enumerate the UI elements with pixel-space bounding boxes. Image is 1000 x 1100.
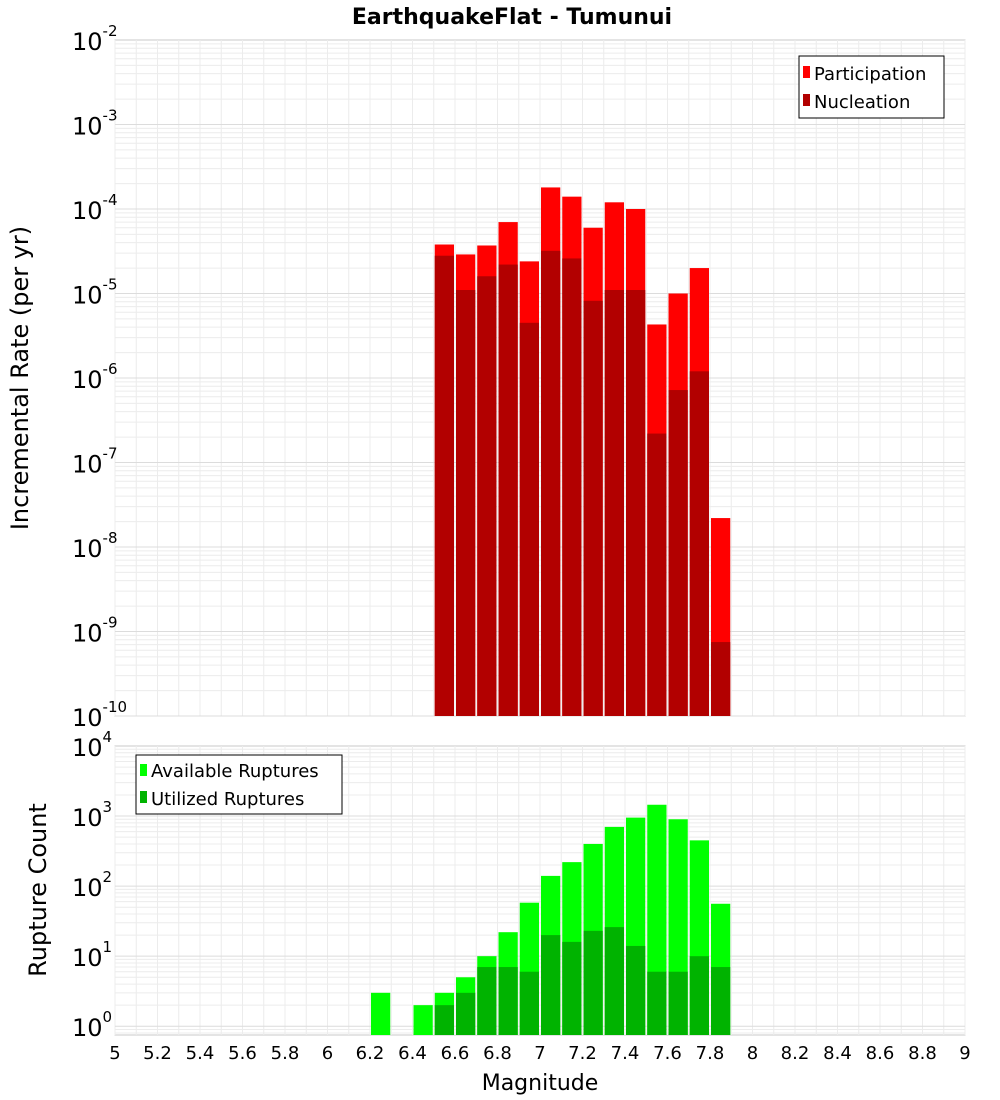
x-tick-label: 6.8 [483,1043,512,1064]
legend-label-participation: Participation [814,64,926,85]
x-tick-label: 5.8 [271,1043,300,1064]
bottom-panel: 100 101 102 103 104 5 5.2 5.4 5.6 5.8 6 6.2 6.4 6.6 6… [24,728,971,1096]
top-legend-box [798,55,945,119]
x-tick-label: 9 [959,1043,970,1064]
bar-utilized-ruptures [456,992,476,1035]
bar-nucleation [668,390,688,716]
bar-nucleation [477,276,497,716]
bottom-y-tick-label: 101 [72,938,112,972]
bar-utilized-ruptures [434,1005,454,1035]
top-y-tick-label: 10-10 [72,698,127,732]
x-tick-label: 5.6 [228,1043,257,1064]
bar-utilized-ruptures [477,967,497,1035]
bar-utilized-ruptures [626,945,646,1035]
x-tick-label: 7.6 [653,1043,682,1064]
bar-nucleation [711,642,731,716]
top-y-tick-label: 10-9 [72,614,118,648]
bar-utilized-ruptures [604,927,624,1035]
bar-nucleation [434,255,454,716]
legend-label-available-ruptures: Available Ruptures [151,761,319,782]
legend-swatch-nucleation [803,94,810,106]
top-y-tick-label: 10-4 [72,191,118,225]
bar-utilized-ruptures [689,956,709,1035]
x-tick-labels: 5 5.2 5.4 5.6 5.8 6 6.2 6.4 6.6 6.8 7 7.2 7.4 7.6 7.8 8… [109,1043,970,1064]
x-tick-label: 7.4 [611,1043,640,1064]
bottom-y-tick-label: 104 [72,728,112,762]
bottom-bars [371,804,731,1035]
x-tick-label: 5.4 [186,1043,215,1064]
bar-utilized-ruptures [541,935,561,1035]
bar-utilized-ruptures [519,971,539,1035]
bar-utilized-ruptures [562,941,582,1035]
x-tick-label: 6.2 [356,1043,385,1064]
x-tick-label: 8.6 [866,1043,895,1064]
legend-label-nucleation: Nucleation [814,92,910,113]
chart-title: EarthquakeFlat - Tumunui [352,5,672,30]
bottom-y-tick-label: 100 [72,1008,112,1042]
bar-nucleation [541,250,561,716]
bottom-y-tick-labels: 100 101 102 103 104 [72,728,112,1042]
top-y-axis-label: Incremental Rate (per yr) [6,226,34,530]
bottom-y-tick-label: 102 [72,868,112,902]
x-tick-label: 8.2 [781,1043,810,1064]
bar-nucleation [626,290,646,716]
top-y-tick-label: 10-6 [72,360,118,394]
bar-nucleation [562,258,582,716]
legend-swatch-available-ruptures [140,764,147,776]
bottom-legend: Available Ruptures Utilized Ruptures [135,754,343,815]
top-y-tick-label: 10-2 [72,22,118,56]
bar-nucleation [604,290,624,716]
bar-utilized-ruptures [583,930,603,1035]
bottom-y-tick-label: 103 [72,798,112,832]
legend-swatch-utilized-ruptures [140,791,147,803]
bar-available-ruptures [371,992,391,1035]
x-tick-label: 8.8 [908,1043,937,1064]
bar-nucleation [583,300,603,716]
legend-label-utilized-ruptures: Utilized Ruptures [151,789,304,810]
top-y-tick-labels: 10-10 10-9 10-8 10-7 10-6 10-5 10-4 10-3 10-2 [72,22,127,732]
bar-nucleation [498,264,518,716]
top-y-tick-label: 10-7 [72,445,118,479]
bar-nucleation [689,371,709,716]
top-y-tick-label: 10-3 [72,107,118,141]
x-axis-label: Magnitude [482,1071,599,1096]
bar-nucleation [647,433,667,716]
x-tick-label: 7.2 [568,1043,597,1064]
bar-utilized-ruptures [647,971,667,1035]
x-tick-label: 5.2 [143,1043,172,1064]
x-tick-label: 5 [109,1043,120,1064]
bottom-gridlines [114,746,966,1035]
x-tick-label: 6.4 [398,1043,427,1064]
bar-utilized-ruptures [498,967,518,1035]
bar-utilized-ruptures [711,967,731,1035]
x-tick-label: 7.8 [696,1043,725,1064]
bar-available-ruptures [413,1005,433,1035]
top-legend: Participation Nucleation [798,55,945,119]
bottom-y-axis-label: Rupture Count [24,803,52,977]
legend-swatch-participation [803,66,810,78]
top-y-tick-label: 10-5 [72,276,118,310]
bar-utilized-ruptures [668,971,688,1035]
bar-nucleation [456,290,476,716]
x-tick-label: 8 [747,1043,758,1064]
x-tick-label: 6 [322,1043,333,1064]
bar-nucleation [519,322,539,716]
top-panel: 10-10 10-9 10-8 10-7 10-6 10-5 10-4 10-3 10-2 In… [6,22,966,732]
bottom-legend-box [135,754,343,815]
x-tick-label: 7 [534,1043,545,1064]
top-bars [434,187,731,717]
x-tick-label: 8.4 [823,1043,852,1064]
top-gridlines [114,40,966,717]
x-tick-label: 6.6 [441,1043,470,1064]
top-y-tick-label: 10-8 [72,529,118,563]
